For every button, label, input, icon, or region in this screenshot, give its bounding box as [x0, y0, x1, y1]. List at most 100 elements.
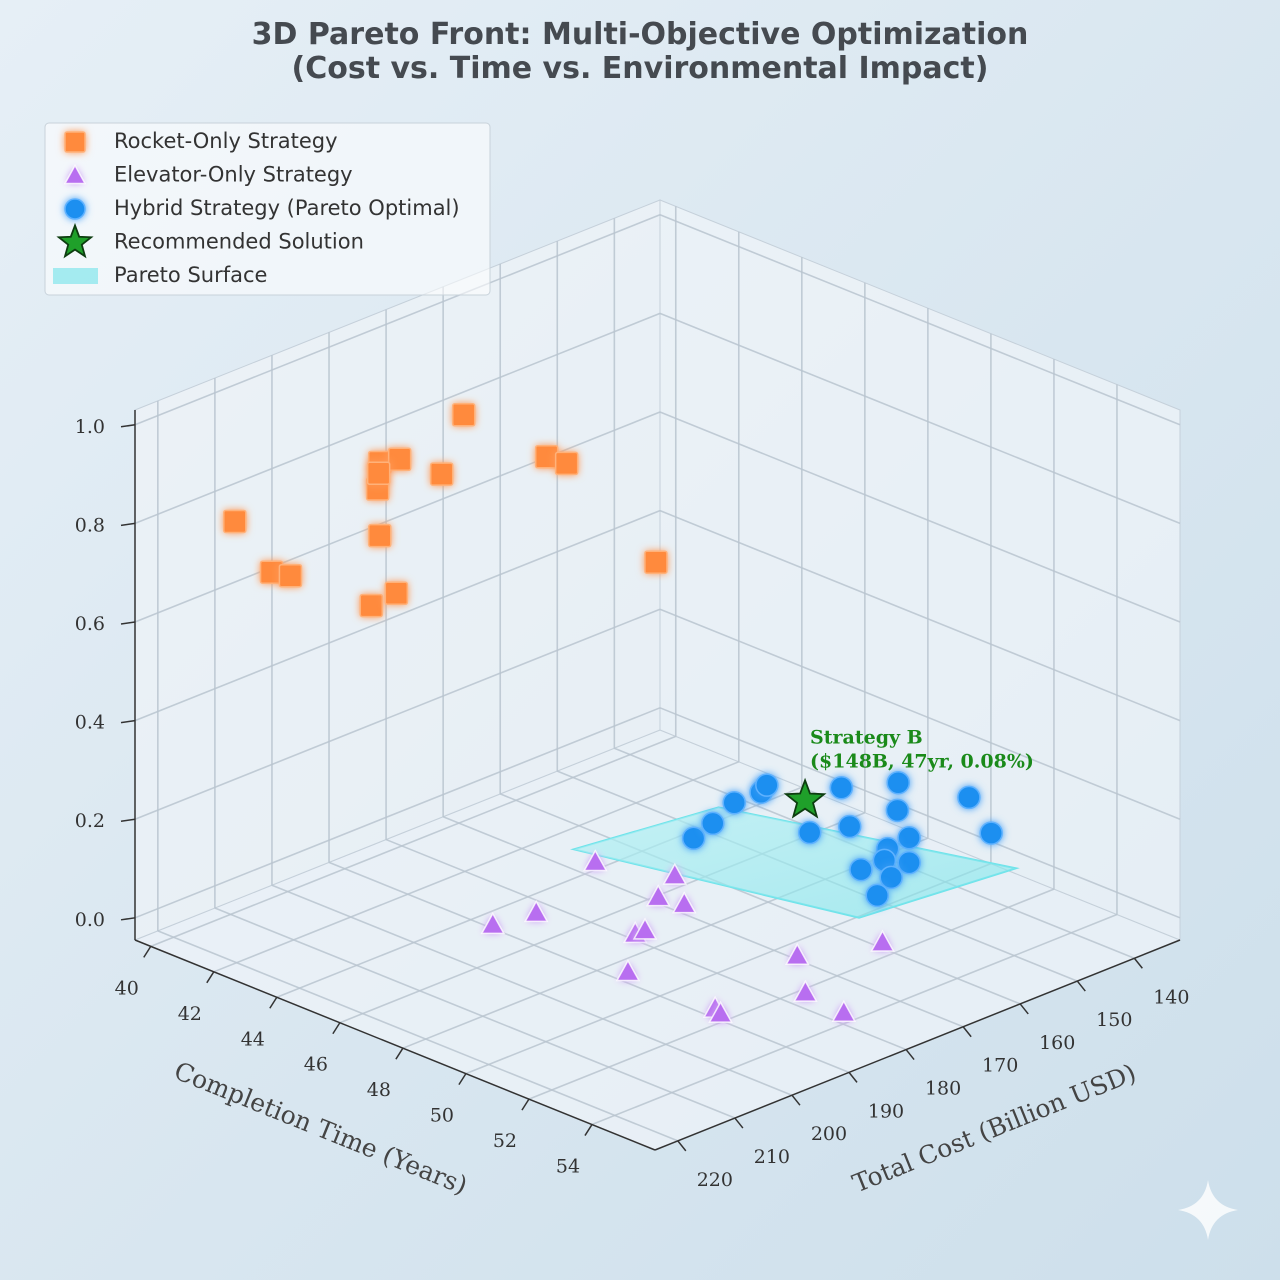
- z-tick-label: 0.2: [75, 810, 105, 832]
- square-marker: [554, 451, 579, 476]
- square-marker: [366, 461, 391, 486]
- x-tick-label: 48: [367, 1079, 391, 1101]
- z-tick-label: 1.0: [75, 416, 105, 438]
- x-tick: [395, 1047, 404, 1060]
- y-tick: [677, 1140, 687, 1152]
- grid-line: [499, 793, 1021, 1005]
- y-tick-label: 150: [1096, 1009, 1132, 1031]
- x-tick: [584, 1124, 593, 1136]
- x-tick: [143, 945, 152, 958]
- annotation: ($148B, 47yr, 0.08%): [810, 750, 1034, 772]
- triangle-marker: [662, 862, 688, 885]
- triangle-marker: [793, 979, 818, 1002]
- x-tick-label: 50: [430, 1105, 454, 1127]
- circle-marker: [849, 857, 873, 882]
- circle-marker: [722, 790, 746, 815]
- x-tick: [332, 1022, 341, 1035]
- circle-marker: [829, 775, 854, 800]
- square-marker: [451, 403, 476, 427]
- x-tick-label: 54: [556, 1156, 580, 1178]
- x-tick: [269, 996, 278, 1009]
- circle-marker: [837, 814, 862, 839]
- square-marker: [64, 131, 86, 153]
- x-tick: [458, 1073, 467, 1086]
- circle-marker: [979, 821, 1003, 845]
- circle-marker: [681, 826, 706, 851]
- grid-line: [659, 312, 1181, 525]
- x-tick: [206, 971, 215, 984]
- x-tick-label: 52: [493, 1130, 517, 1152]
- z-tick: [120, 719, 136, 724]
- chart-title: 3D Pareto Front: Multi-Objective Optimiz…: [252, 17, 1029, 52]
- square-marker: [278, 563, 303, 588]
- grid-line: [213, 761, 740, 973]
- y-tick-label: 220: [697, 1169, 733, 1191]
- z-tick-label: 0.6: [75, 613, 105, 635]
- grid-line: [134, 509, 661, 722]
- square-marker: [534, 445, 559, 469]
- grid-line: [328, 861, 850, 1074]
- triangle-marker: [63, 163, 87, 185]
- grid-line: [385, 838, 907, 1051]
- grid-line: [659, 707, 1181, 919]
- chart-subtitle: (Cost vs. Time vs. Environmental Impact): [292, 51, 989, 86]
- grid-line: [659, 214, 1181, 426]
- triangle-marker: [632, 917, 658, 940]
- y-tick-label: 200: [811, 1123, 847, 1145]
- z-tick-label: 0.4: [75, 712, 105, 734]
- triangle-marker: [708, 1000, 733, 1023]
- star-marker: [783, 777, 827, 819]
- grid-line: [134, 312, 661, 525]
- circle-marker: [701, 811, 725, 836]
- square-marker: [359, 593, 384, 618]
- triangle-marker: [615, 959, 641, 982]
- legend-label: Elevator-Only Strategy: [114, 163, 353, 187]
- y-tick-label: 210: [754, 1146, 790, 1168]
- triangle-marker: [671, 891, 697, 914]
- grid-line: [150, 735, 677, 948]
- grid-line: [659, 608, 1181, 820]
- sparkle: [1178, 1180, 1238, 1240]
- triangle-marker: [785, 942, 810, 966]
- legend: Rocket-Only Strategy Elevator-Only Strate…: [44, 122, 491, 296]
- circle-marker: [897, 826, 921, 850]
- grid-line: [134, 707, 661, 919]
- circle-marker: [865, 883, 890, 908]
- y-tick: [734, 1117, 744, 1129]
- z-tick: [120, 818, 136, 822]
- circle-marker: [755, 773, 779, 797]
- grid-line: [271, 884, 793, 1096]
- y-tick: [1076, 980, 1086, 992]
- x-tick-label: 42: [178, 1003, 202, 1025]
- y-tick: [905, 1049, 915, 1061]
- y-tick: [962, 1026, 972, 1038]
- grid-line: [528, 888, 1055, 1100]
- legend-swatch: [53, 268, 98, 284]
- x-tick: [521, 1098, 530, 1111]
- legend-label: Rocket-Only Strategy: [114, 129, 338, 153]
- triangle-marker: [870, 929, 895, 952]
- grid-line: [134, 411, 661, 623]
- z-tick: [120, 522, 136, 527]
- legend-label: Recommended Solution: [114, 230, 364, 254]
- y-tick: [791, 1094, 801, 1106]
- grid-line: [134, 608, 661, 820]
- x-tick-label: 44: [241, 1028, 265, 1050]
- z-tick-label: 0.8: [75, 514, 105, 536]
- legend-label: Hybrid Strategy (Pareto Optimal): [114, 196, 460, 220]
- y-axis: [654, 939, 1181, 1151]
- x-axis: [134, 939, 656, 1151]
- x-tick-label: 46: [304, 1054, 328, 1076]
- legend-label: Pareto Surface: [114, 263, 267, 287]
- y-tick: [1133, 957, 1143, 969]
- y-tick: [1019, 1003, 1029, 1015]
- grid-line: [442, 815, 964, 1028]
- star-marker: [56, 222, 94, 259]
- circle-marker: [897, 850, 921, 875]
- y-tick-label: 170: [982, 1055, 1018, 1077]
- y-tick-label: 140: [1153, 986, 1189, 1008]
- circle-marker: [885, 798, 910, 823]
- y-tick-label: 190: [868, 1100, 904, 1122]
- y-tick-label: 160: [1039, 1032, 1075, 1054]
- y-tick: [848, 1071, 858, 1083]
